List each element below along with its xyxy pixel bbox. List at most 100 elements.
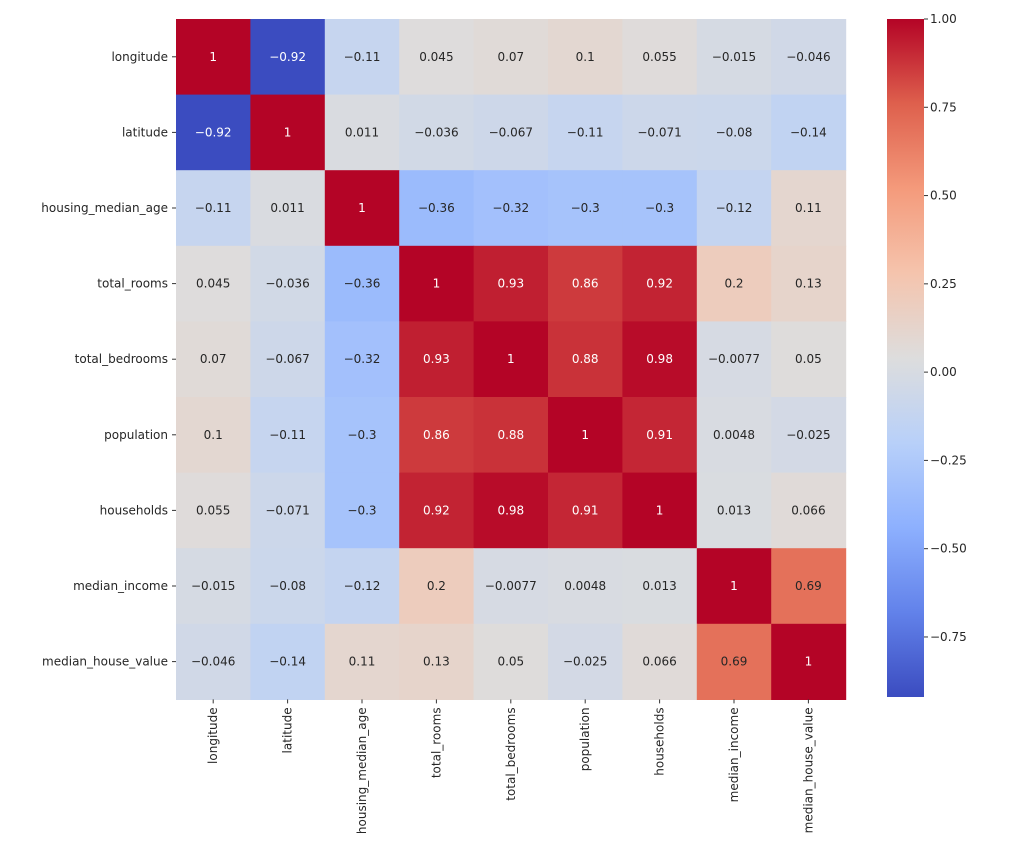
heatmap-cell (696, 623, 772, 700)
cell-annotation: −0.067 (489, 125, 533, 139)
cell-annotation: −0.015 (712, 50, 756, 64)
cell-annotation: 0.055 (196, 503, 230, 517)
cell-annotation: 1 (433, 277, 441, 291)
heatmap-cell (696, 245, 772, 322)
heatmap-cell (324, 397, 400, 474)
colorbar-tick-label: 1.00 (930, 12, 957, 26)
cell-annotation: 0.05 (795, 352, 822, 366)
cell-annotation: 1 (209, 50, 217, 64)
cell-annotation: 1 (284, 125, 292, 139)
heatmap-cell (324, 548, 400, 625)
heatmap-cell (548, 472, 623, 549)
y-tick-labels: longitude latitude housing_median_agetotal… (41, 50, 176, 669)
cell-annotation: −0.015 (191, 579, 235, 593)
cell-annotation: −0.3 (347, 503, 376, 517)
heatmap-cell (250, 397, 326, 474)
cell-annotation: −0.11 (269, 428, 306, 442)
colorbar-tick-label: 0.50 (930, 189, 957, 203)
y-tick-label: households (100, 503, 168, 517)
heatmap-cell (473, 623, 549, 700)
cell-annotation: 0.88 (572, 352, 599, 366)
heatmap-cell (622, 170, 698, 247)
heatmap-cell (473, 548, 549, 625)
y-tick-label: latitude (122, 125, 168, 139)
cell-annotation: 0.05 (497, 655, 524, 669)
heatmap-cell (771, 472, 847, 549)
y-tick-label: median_house_value (42, 655, 168, 669)
cell-annotation: 0.045 (419, 50, 453, 64)
heatmap-cell (324, 19, 400, 96)
heatmap-cell (771, 170, 847, 247)
cell-annotation: 0.011 (345, 125, 379, 139)
heatmap-cell (696, 94, 772, 171)
cell-annotation: −0.12 (344, 579, 381, 593)
heatmap-cell (548, 623, 623, 700)
cell-annotation: 0.0048 (713, 428, 755, 442)
heatmap-cell (250, 170, 326, 247)
y-tick-label: longitude (111, 50, 168, 64)
cell-annotation: −0.071 (265, 503, 309, 517)
heatmap-cell (176, 245, 251, 322)
heatmap-cell (250, 94, 326, 171)
cell-annotation: −0.11 (567, 125, 604, 139)
x-tick-label: households (653, 707, 667, 775)
cell-annotation: −0.3 (645, 201, 674, 215)
heatmap-cell (176, 623, 251, 700)
cell-annotation: 1 (507, 352, 515, 366)
cell-annotation: −0.14 (269, 655, 306, 669)
cell-annotation: −0.11 (195, 201, 232, 215)
cell-annotation: −0.0077 (485, 579, 537, 593)
y-tick-label: median_income (73, 579, 168, 593)
heatmap-cell (473, 397, 549, 474)
x-tick-label: housing_median_age (355, 707, 369, 834)
y-tick-label: housing_median_age (41, 201, 168, 215)
heatmap-cell (548, 397, 623, 474)
heatmap-cell (622, 19, 698, 96)
x-tick-label: median_income (727, 707, 741, 802)
heatmap-cell (250, 623, 326, 700)
cell-annotation: 0.98 (646, 352, 673, 366)
colorbar-gradient (887, 19, 924, 697)
heatmap-cell (324, 94, 400, 171)
cell-annotation: −0.36 (344, 277, 381, 291)
cell-annotation: −0.025 (786, 428, 830, 442)
heatmap-cell (622, 245, 698, 322)
cell-annotation: 0.07 (200, 352, 227, 366)
heatmap-cell (473, 170, 549, 247)
cell-annotation: −0.3 (571, 201, 600, 215)
cell-annotation: 0.013 (717, 503, 751, 517)
heatmap-cell (399, 19, 475, 96)
cell-annotation: 0.13 (423, 655, 450, 669)
heatmap-cell (176, 170, 251, 247)
heatmap-cell (696, 397, 772, 474)
cell-annotation: −0.32 (344, 352, 381, 366)
cell-annotation: 0.011 (270, 201, 304, 215)
cell-annotation: 0.045 (196, 277, 230, 291)
heatmap-cell (399, 548, 475, 625)
cell-annotation: 0.07 (497, 50, 524, 64)
x-tick-label: latitude (281, 707, 295, 753)
heatmap-cell (176, 548, 251, 625)
cell-annotation: −0.36 (418, 201, 455, 215)
heatmap-cell (250, 245, 326, 322)
y-tick-label: population (104, 428, 168, 442)
heatmap-cell (473, 321, 549, 398)
cell-annotation: −0.067 (265, 352, 309, 366)
heatmap-cell (399, 472, 475, 549)
heatmap-cell (399, 170, 475, 247)
heatmap-cell (771, 321, 847, 398)
cell-annotation: 0.013 (642, 579, 676, 593)
heatmap-cell (176, 397, 251, 474)
heatmap-cell (324, 623, 400, 700)
heatmap-cell (696, 321, 772, 398)
heatmap-cell (324, 321, 400, 398)
cell-annotation: −0.92 (269, 50, 306, 64)
colorbar-tick-label: −0.50 (930, 542, 967, 556)
heatmap-cell (622, 94, 698, 171)
heatmap-cell (548, 170, 623, 247)
cell-annotation: 0.69 (795, 579, 822, 593)
cell-annotation: 0.91 (646, 428, 673, 442)
cell-annotation: 0.93 (423, 352, 450, 366)
heatmap-cell (548, 19, 623, 96)
cell-annotation: 0.92 (646, 277, 673, 291)
